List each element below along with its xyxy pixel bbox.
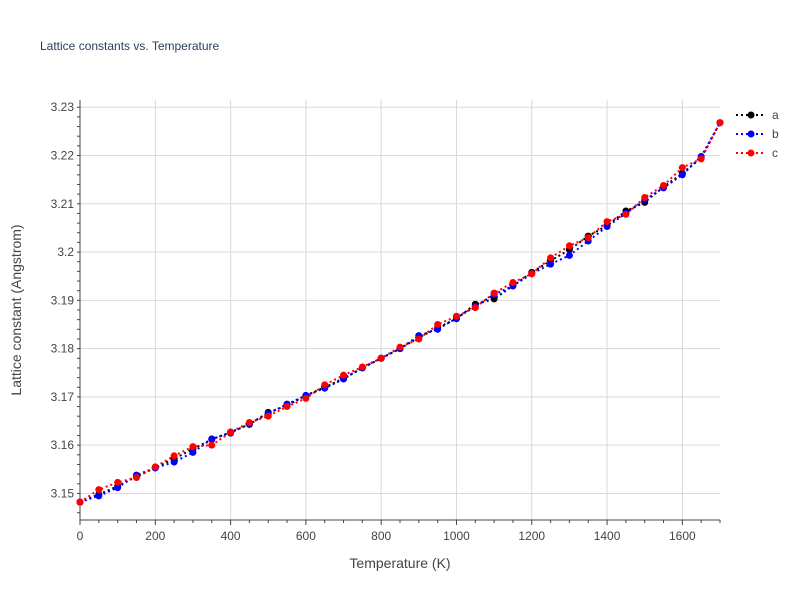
data-point-c — [509, 278, 517, 286]
legend-label: a — [772, 108, 779, 122]
data-point-c — [264, 412, 272, 420]
data-point-c — [603, 218, 611, 226]
x-tick-label: 800 — [371, 529, 391, 543]
data-point-c — [396, 343, 404, 351]
chart-title: Lattice constants vs. Temperature — [40, 39, 220, 53]
legend-item-b[interactable]: b — [736, 127, 779, 141]
y-tick-label: 3.22 — [51, 149, 75, 163]
data-point-c — [490, 289, 498, 297]
data-point-c — [245, 418, 253, 426]
data-point-b — [678, 171, 686, 179]
y-tick-label: 3.15 — [51, 486, 75, 500]
data-point-c — [377, 354, 385, 362]
data-point-b — [208, 435, 216, 443]
y-tick-label: 3.21 — [51, 197, 75, 211]
legend[interactable]: abc — [736, 108, 779, 160]
data-point-c — [208, 441, 216, 449]
x-tick-label: 1400 — [594, 529, 621, 543]
data-point-c — [528, 270, 536, 278]
x-tick-label: 400 — [221, 529, 241, 543]
legend-item-a[interactable]: a — [736, 108, 779, 122]
data-point-c — [283, 403, 291, 411]
data-point-b — [565, 251, 573, 259]
legend-label: b — [772, 127, 779, 141]
data-point-c — [76, 498, 84, 506]
y-tick-label: 3.19 — [51, 293, 75, 307]
data-point-c — [452, 312, 460, 320]
x-tick-label: 1200 — [518, 529, 545, 543]
data-point-b — [95, 492, 103, 500]
y-tick-label: 3.17 — [51, 390, 75, 404]
data-point-c — [321, 381, 329, 389]
data-point-c — [151, 463, 159, 471]
data-point-c — [660, 181, 668, 189]
data-point-b — [170, 458, 178, 466]
x-tick-label: 1000 — [443, 529, 470, 543]
legend-label: c — [772, 146, 778, 160]
x-tick-label: 200 — [145, 529, 165, 543]
data-point-c — [170, 452, 178, 460]
x-axis-title: Temperature (K) — [349, 555, 450, 571]
series-layer — [76, 119, 724, 506]
y-tick-label: 3.18 — [51, 342, 75, 356]
x-tick-label: 600 — [296, 529, 316, 543]
data-point-c — [622, 210, 630, 218]
y-tick-label: 3.23 — [51, 100, 75, 114]
legend-item-c[interactable]: c — [736, 146, 778, 160]
data-point-c — [340, 371, 348, 379]
data-point-c — [302, 394, 310, 402]
data-point-c — [132, 474, 140, 482]
data-point-c — [641, 194, 649, 202]
data-point-c — [716, 119, 724, 127]
data-point-c — [678, 164, 686, 172]
legend-marker — [747, 130, 755, 138]
data-point-c — [584, 234, 592, 242]
y-axis-title: Lattice constant (Angstrom) — [8, 224, 24, 395]
data-point-b — [603, 222, 611, 230]
data-point-c — [227, 428, 235, 436]
data-point-c — [114, 478, 122, 486]
legend-marker — [747, 149, 755, 157]
y-tick-label: 3.16 — [51, 438, 75, 452]
data-point-b — [547, 260, 555, 268]
x-tick-label: 1600 — [669, 529, 696, 543]
data-point-c — [95, 486, 103, 494]
legend-marker — [747, 111, 755, 119]
data-point-c — [565, 242, 573, 250]
data-point-c — [547, 254, 555, 262]
data-point-c — [697, 155, 705, 163]
data-point-c — [189, 443, 197, 451]
x-tick-label: 0 — [77, 529, 84, 543]
data-point-c — [434, 320, 442, 328]
data-point-b — [114, 484, 122, 492]
data-point-b — [189, 448, 197, 456]
axis-layer: 0 200 400 600 800 1000 1200 1400 1600 3.15 3.16 3.1… — [51, 100, 721, 543]
data-point-c — [415, 335, 423, 343]
data-point-c — [471, 304, 479, 312]
y-tick-label: 3.2 — [57, 245, 74, 259]
data-point-b — [434, 325, 442, 333]
data-point-c — [358, 363, 366, 371]
